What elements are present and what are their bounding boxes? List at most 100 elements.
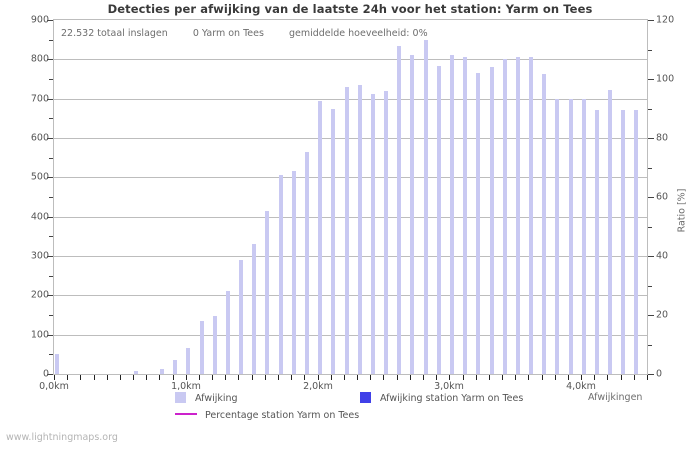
bar[interactable] — [226, 291, 230, 374]
y-axis-left-tick — [47, 334, 53, 336]
y-axis-left-tick-label: 100 — [30, 329, 49, 341]
bar[interactable] — [542, 74, 546, 374]
gridline — [54, 138, 647, 139]
x-axis-tick-label: 0,0km — [39, 381, 69, 392]
bar[interactable] — [265, 210, 269, 374]
bar[interactable] — [608, 90, 612, 374]
x-axis-tick — [225, 375, 226, 380]
y-axis-left-tick — [47, 295, 53, 297]
bar[interactable] — [318, 101, 322, 374]
bar[interactable] — [595, 110, 599, 374]
y-axis-left-tick-label: 0 — [42, 368, 49, 380]
gridline — [54, 216, 647, 218]
legend-item-percentage-station[interactable]: Percentage station Yarm on Tees — [175, 410, 359, 421]
bar[interactable] — [634, 109, 638, 374]
legend-swatch-afwijking-station — [360, 392, 371, 403]
total-strikes-label: 22.532 totaal inslagen — [61, 28, 168, 39]
y-axis-left-tick — [47, 138, 53, 139]
x-axis-tick-label: 1,0km — [171, 381, 201, 392]
bar[interactable] — [516, 57, 520, 374]
plot-area — [53, 19, 648, 375]
y-axis-right-tick-label: 20 — [656, 309, 669, 321]
x-axis-tick — [502, 375, 503, 380]
x-axis-tick — [449, 375, 450, 380]
bar[interactable] — [384, 90, 388, 374]
bars-layer — [54, 20, 647, 374]
bar[interactable] — [397, 46, 401, 374]
y-axis-left-tick — [47, 256, 53, 257]
y-axis-left-tick-label: 700 — [30, 93, 49, 105]
bar[interactable] — [424, 40, 428, 374]
bar[interactable] — [200, 321, 204, 374]
x-axis-tick — [568, 375, 569, 380]
x-axis-tick — [278, 375, 279, 380]
bar[interactable] — [213, 315, 217, 374]
bar[interactable] — [134, 370, 138, 374]
y-axis-right-tick — [648, 315, 654, 316]
bar[interactable] — [463, 57, 467, 374]
x-axis-tick — [252, 375, 253, 380]
bar[interactable] — [450, 54, 454, 374]
x-axis-tick — [159, 375, 160, 380]
x-axis-tick — [476, 375, 477, 380]
x-axis-tick — [555, 375, 556, 380]
bar[interactable] — [331, 109, 335, 374]
gridline — [54, 59, 647, 61]
y-axis-right-tick-label: 120 — [656, 14, 675, 26]
bar[interactable] — [621, 109, 625, 374]
bar[interactable] — [160, 368, 164, 374]
legend-item-afwijking-station[interactable]: Afwijking station Yarm on Tees — [360, 392, 523, 404]
bar[interactable] — [555, 98, 559, 374]
bar[interactable] — [410, 55, 414, 374]
x-axis-tick — [594, 375, 595, 380]
bar[interactable] — [305, 151, 309, 374]
y-axis-right-tick — [648, 374, 654, 375]
y-axis-left-tick — [47, 59, 53, 61]
y-axis-left-tick-label: 900 — [30, 14, 49, 26]
y-axis-left-tick — [49, 354, 53, 356]
bar[interactable] — [292, 171, 296, 374]
bar[interactable] — [358, 84, 362, 374]
bar[interactable] — [371, 93, 375, 374]
bar[interactable] — [252, 244, 256, 374]
x-axis-tick — [146, 375, 147, 380]
y-axis-right-tick — [648, 108, 652, 110]
x-axis-tick — [410, 375, 411, 380]
station-count-label: 0 Yarm on Tees — [192, 28, 264, 39]
legend-item-afwijking[interactable]: Afwijking — [175, 392, 238, 404]
bar[interactable] — [279, 175, 283, 374]
bar[interactable] — [529, 56, 533, 374]
bar[interactable] — [582, 98, 586, 374]
gridline — [54, 256, 647, 257]
bar[interactable] — [569, 98, 573, 374]
y-axis-right-tick — [648, 344, 652, 346]
y-axis-left-tick — [47, 98, 53, 100]
gridline — [54, 295, 647, 297]
x-axis-tick — [489, 375, 490, 380]
y-axis-left-tick-label: 600 — [30, 132, 49, 144]
x-axis-tick — [94, 375, 95, 380]
bar[interactable] — [186, 348, 190, 374]
y-axis-right-tick-label: 60 — [656, 191, 669, 203]
y-axis-right-tick — [648, 197, 654, 198]
gridline — [54, 98, 647, 100]
bar[interactable] — [55, 353, 59, 374]
y-axis-left-tick-label: 800 — [30, 53, 49, 65]
bar[interactable] — [345, 86, 349, 374]
x-axis-tick-label: 4,0km — [566, 381, 596, 392]
x-axis-tick — [528, 375, 529, 380]
y-axis-left-tick — [47, 20, 53, 21]
bar[interactable] — [437, 66, 441, 374]
chart-title: Detecties per afwijking van de laatste 2… — [107, 2, 593, 16]
bar[interactable] — [503, 59, 507, 374]
bar[interactable] — [490, 67, 494, 374]
x-axis-tick — [383, 375, 384, 380]
bar[interactable] — [239, 259, 243, 374]
x-axis-tick — [423, 375, 424, 380]
y-axis-left-tick-label: 300 — [30, 250, 49, 262]
x-axis-tick — [265, 375, 266, 380]
bar[interactable] — [476, 73, 480, 374]
bar[interactable] — [173, 360, 177, 374]
x-axis-tick — [318, 375, 319, 380]
y-axis-left-tick-label: 500 — [30, 171, 49, 183]
